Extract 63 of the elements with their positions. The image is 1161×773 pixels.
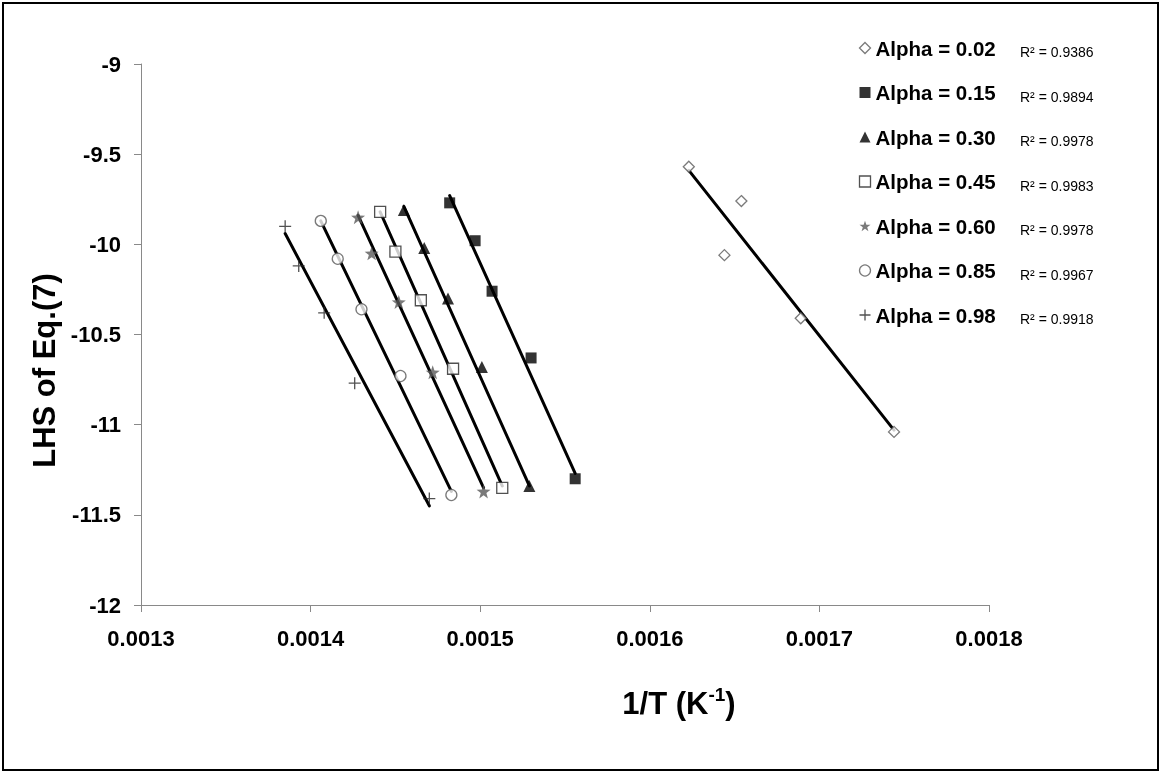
- point: [475, 360, 488, 373]
- point: [444, 197, 456, 209]
- point: [373, 205, 387, 219]
- point: [794, 312, 807, 325]
- point: [394, 369, 407, 383]
- point: [445, 488, 458, 502]
- y-tick-label: -10: [89, 231, 121, 257]
- point: [317, 306, 331, 320]
- legend-label: Alpha = 0.15: [875, 81, 996, 104]
- text: R² = 0.9978: [1020, 222, 1094, 238]
- y-tick-label: -9.5: [83, 141, 121, 167]
- point: [397, 204, 410, 217]
- text: R² = 0.9894: [1020, 88, 1094, 105]
- point: [331, 252, 344, 265]
- y-tick-label: -11.5: [72, 502, 121, 528]
- point: [523, 479, 536, 492]
- legend-label: Alpha = 0.02: [875, 36, 996, 60]
- x-tick-label: 0.0017: [785, 625, 854, 651]
- point: [525, 352, 537, 364]
- point: [476, 484, 491, 499]
- x-tick-label: 0.0013: [107, 625, 175, 651]
- point: [355, 303, 368, 316]
- point: [391, 295, 406, 310]
- point: [496, 481, 509, 494]
- point: [422, 491, 436, 506]
- point: [314, 214, 327, 228]
- point: [414, 294, 427, 307]
- point: [441, 292, 454, 305]
- point: [887, 425, 901, 439]
- point: [278, 219, 292, 233]
- legend-label: Alpha = 0.45: [875, 170, 996, 193]
- legend-label: Alpha = 0.60: [875, 214, 996, 238]
- text: R² = 0.9386: [1020, 44, 1094, 60]
- point: [718, 249, 731, 262]
- text: R² = 0.9918: [1020, 311, 1094, 327]
- y-axis-title: LHS of Eq.(7): [26, 273, 62, 468]
- text: R² = 0.9967: [1020, 266, 1094, 283]
- point: [418, 241, 431, 254]
- point: [292, 259, 306, 273]
- x-tick-label: 0.0014: [276, 625, 346, 651]
- legend-label: Alpha = 0.98: [875, 303, 996, 327]
- x-tick-label: 0.0016: [616, 625, 684, 651]
- point: [735, 194, 748, 208]
- point: [351, 210, 366, 225]
- legend-label: Alpha = 0.30: [875, 125, 996, 149]
- x-tick-label: 0.0018: [955, 625, 1023, 651]
- point: [446, 362, 460, 375]
- point: [389, 245, 402, 258]
- point: [425, 365, 440, 380]
- point: [348, 376, 362, 390]
- point: [682, 160, 695, 173]
- y-tick-label: -11: [90, 412, 121, 438]
- x-tick-label: 0.0015: [446, 625, 514, 651]
- point: [486, 285, 498, 297]
- y-tick-label: -9: [101, 51, 121, 77]
- point: [469, 235, 481, 247]
- text: R² = 0.9983: [1020, 177, 1094, 194]
- legend-label: Alpha = 0.85: [875, 259, 996, 282]
- y-tick-label: -10.5: [70, 322, 121, 347]
- text: R² = 0.9978: [1020, 133, 1094, 149]
- point: [569, 473, 581, 485]
- y-tick-label: -12: [89, 592, 121, 618]
- point: [364, 246, 379, 261]
